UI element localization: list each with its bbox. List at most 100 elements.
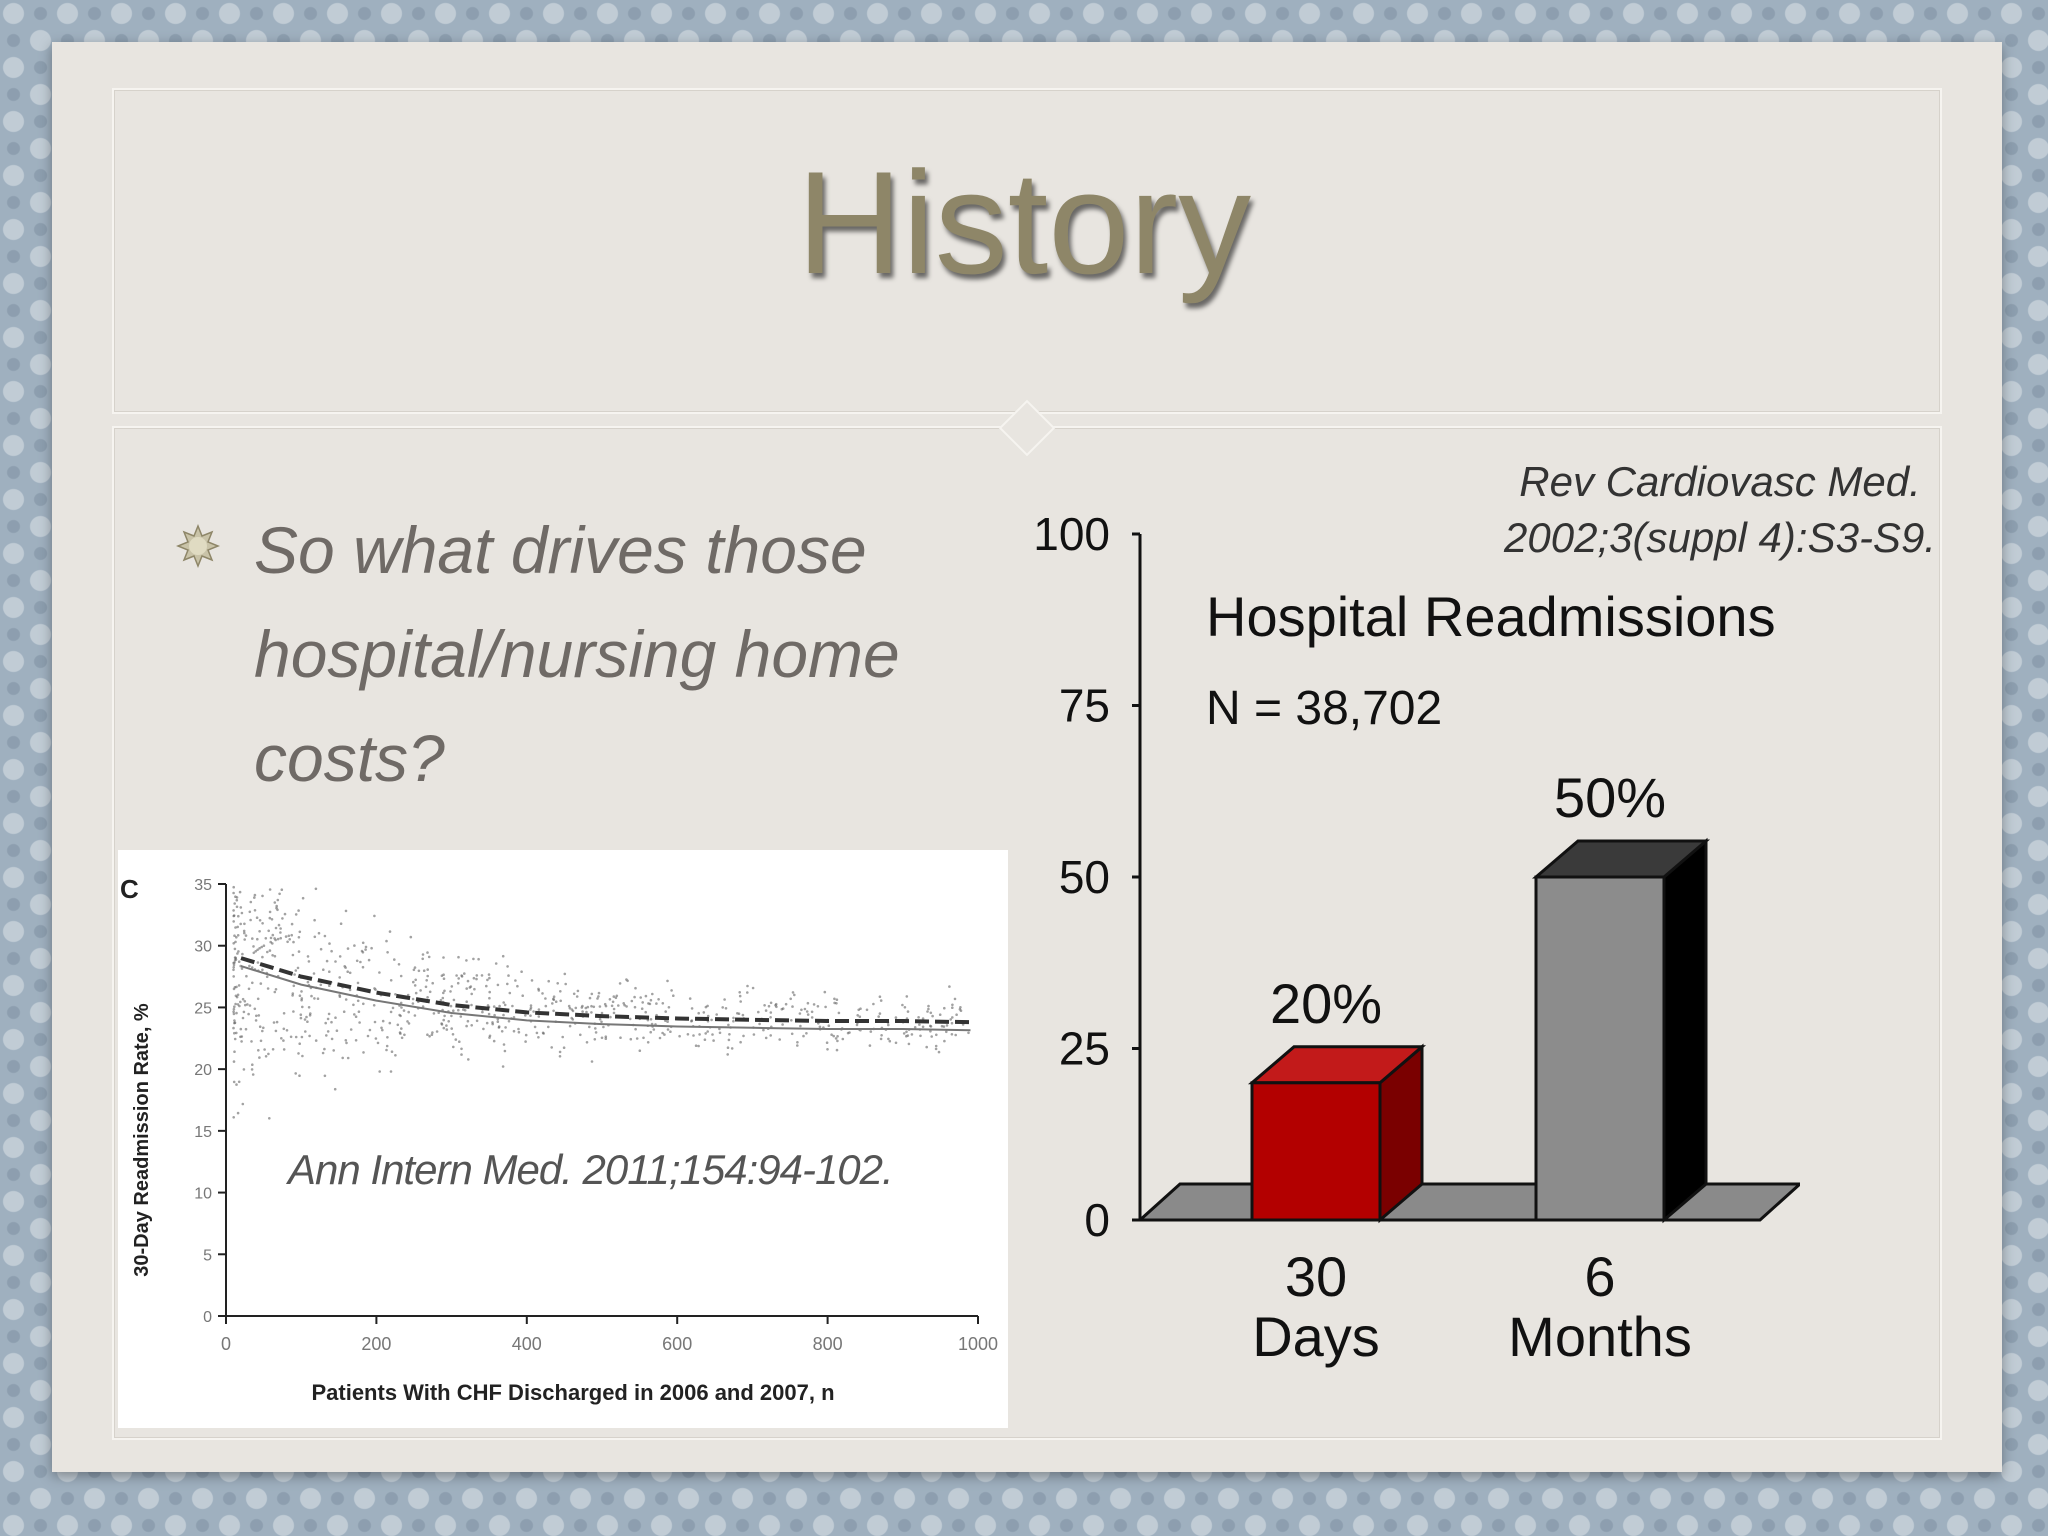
scatter-point: [651, 992, 654, 996]
scatter-point: [951, 1003, 954, 1007]
scatter-point: [303, 1018, 307, 1021]
scatter-y-tick-label: 0: [203, 1309, 212, 1326]
scatter-point: [617, 1004, 620, 1007]
slide-title: History: [796, 141, 1252, 304]
scatter-trend-band: [240, 965, 971, 1032]
scatter-point: [232, 1080, 236, 1084]
scatter-chart: 0 5 10 15 20 25 30 35 0 200 400 600 800 1000 C Patien…: [120, 874, 998, 1405]
scatter-point: [790, 1019, 793, 1022]
scatter-point: [279, 927, 282, 930]
scatter-point: [872, 1002, 875, 1006]
scatter-point: [233, 1005, 236, 1008]
scatter-point: [452, 1045, 455, 1049]
scatter-point: [686, 1033, 690, 1036]
scatter-point: [256, 961, 260, 964]
scatter-point: [254, 950, 257, 953]
scatter-point: [810, 1016, 814, 1019]
scatter-point: [848, 1031, 851, 1034]
scatter-point: [836, 1035, 839, 1038]
scatter-point: [428, 1035, 431, 1038]
scatter-point: [666, 1028, 670, 1031]
scatter-point: [286, 940, 289, 944]
scatter-point: [927, 1007, 930, 1011]
scatter-point: [552, 1009, 555, 1013]
scatter-point: [751, 986, 755, 990]
scatter-y-tick-label: 35: [194, 877, 212, 894]
scatter-point: [712, 1039, 715, 1042]
scatter-point: [421, 953, 425, 956]
scatter-point: [306, 955, 310, 958]
scatter-point: [730, 1047, 734, 1050]
scatter-point: [413, 1014, 417, 1017]
scatter-point: [356, 999, 360, 1003]
scatter-point: [727, 1023, 730, 1027]
scatter-point: [301, 1005, 304, 1009]
scatter-point: [529, 1014, 532, 1017]
scatter-point: [362, 1002, 365, 1006]
bar-y-tick-label: 25: [1059, 1023, 1110, 1075]
scatter-point: [769, 1016, 772, 1019]
scatter-point: [739, 1000, 742, 1003]
scatter-point: [233, 1019, 236, 1022]
scatter-point: [325, 1034, 328, 1037]
scatter-point: [524, 1014, 527, 1017]
scatter-point: [348, 988, 352, 992]
scatter-point: [312, 972, 316, 975]
citation-right: Rev Cardiovasc Med. 2002;3(suppl 4):S3-S…: [1504, 458, 1936, 561]
scatter-point: [275, 1020, 279, 1024]
scatter-point: [248, 910, 252, 914]
scatter-point: [603, 1002, 607, 1006]
scatter-point: [586, 1005, 590, 1009]
scatter-point: [512, 1016, 516, 1019]
scatter-point: [487, 973, 491, 976]
scatter-point: [439, 998, 443, 1002]
scatter-point: [816, 1005, 820, 1008]
scatter-point: [266, 987, 270, 990]
scatter-y-tick-label: 10: [194, 1186, 212, 1203]
scatter-point: [274, 926, 278, 930]
scatter-point: [516, 984, 519, 988]
scatter-x-tick-label: 800: [813, 1334, 843, 1354]
scatter-point: [764, 1036, 768, 1040]
scatter-point: [644, 1010, 647, 1014]
scatter-point: [649, 998, 653, 1002]
scatter-point: [396, 1023, 400, 1027]
scatter-point: [413, 966, 417, 969]
scatter-point: [458, 1040, 461, 1043]
scatter-point: [243, 1000, 247, 1003]
bar-y-tick-label: 0: [1084, 1194, 1110, 1246]
scatter-point: [258, 919, 262, 922]
scatter-point: [428, 990, 432, 994]
scatter-point: [879, 999, 883, 1002]
scatter-point: [951, 1006, 954, 1009]
scatter-point: [236, 934, 240, 937]
scatter-point: [232, 975, 235, 978]
scatter-point: [266, 950, 269, 954]
scatter-point: [793, 993, 796, 997]
scatter-point: [600, 1036, 604, 1040]
scatter-point: [437, 1011, 441, 1014]
scatter-point: [376, 1041, 380, 1045]
scatter-point: [239, 1027, 243, 1031]
scatter-point: [297, 909, 300, 912]
scatter-point: [576, 989, 580, 993]
scatter-point: [600, 1011, 604, 1015]
scatter-point: [241, 952, 244, 956]
scatter-point: [570, 1016, 573, 1020]
scatter-point: [517, 1027, 520, 1031]
scatter-point: [465, 987, 469, 990]
scatter-point: [256, 997, 260, 1001]
scatter-point: [800, 1008, 803, 1012]
scatter-point: [232, 1010, 235, 1013]
scatter-point: [445, 1024, 448, 1027]
scatter-point: [948, 985, 951, 988]
scatter-point: [314, 887, 318, 891]
scatter-point: [373, 987, 376, 990]
scatter-point: [706, 1004, 709, 1008]
scatter-point: [253, 1007, 257, 1011]
scatter-point: [245, 974, 248, 978]
scatter-point: [252, 951, 256, 955]
scatter-point: [243, 922, 246, 926]
scatter-x-tick-label: 400: [512, 1334, 542, 1354]
scatter-point: [353, 944, 356, 947]
